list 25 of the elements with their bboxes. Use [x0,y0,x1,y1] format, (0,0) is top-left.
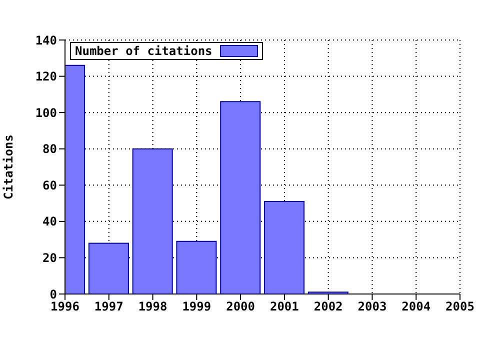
y-tick-label: 20 [42,250,57,265]
y-tick-label: 140 [35,33,57,48]
x-tick-label: 1999 [182,300,212,314]
y-axis-title: Citations [1,134,16,200]
y-tick-label: 80 [42,142,57,156]
y-tick-label: 0 [50,287,57,302]
x-tick-label: 2001 [270,300,299,314]
legend-label: Number of citations [75,44,214,58]
y-tick-label: 40 [42,214,57,229]
bar [88,242,129,294]
bar [220,101,261,294]
x-tick-label: 2002 [314,300,343,314]
bar [132,148,173,294]
x-tick-label: 2000 [226,300,256,314]
y-tick-label: 120 [35,70,57,84]
x-tick-label: 2005 [446,300,474,314]
x-tick-label: 2003 [358,300,387,314]
y-tick-label: 100 [35,106,57,120]
x-tick-label: 1998 [138,300,168,314]
x-tick-label: 2004 [402,300,431,314]
bar [264,200,304,294]
x-tick-label: 1996 [50,300,80,314]
x-tick-label: 1997 [94,300,124,314]
bar [176,240,217,294]
y-tick-label: 60 [42,178,57,192]
